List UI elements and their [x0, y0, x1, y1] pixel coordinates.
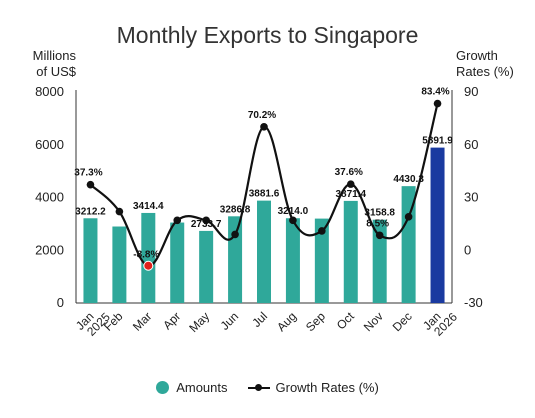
x-tick-text: Dec — [390, 309, 415, 334]
legend-item-amounts[interactable]: Amounts — [156, 380, 228, 395]
bar-value-label: 3414.4 — [133, 201, 164, 212]
growth-point — [231, 230, 239, 239]
x-tick-text: Mar — [130, 309, 155, 334]
growth-point — [375, 231, 384, 240]
x-tick-text: Jun — [218, 309, 242, 333]
x-tick-label: Jan2026 — [420, 301, 460, 341]
legend-item-growth[interactable]: Growth Rates (%) — [247, 380, 379, 395]
x-tick-text: Apr — [160, 309, 183, 332]
legend-swatch-growth — [247, 381, 270, 394]
right-tick-label: 60 — [464, 137, 478, 152]
bar — [285, 218, 300, 303]
bar — [257, 200, 271, 303]
x-tick-text: Jan2026 — [420, 301, 460, 341]
bar — [112, 226, 127, 303]
x-tick-label: Dec — [390, 309, 415, 334]
legend: Amounts Growth Rates (%) — [0, 380, 535, 395]
bar — [372, 219, 387, 303]
bar-value-label: 3286.8 — [220, 204, 251, 215]
legend-label-growth: Growth Rates (%) — [275, 380, 379, 395]
x-tick-label: Mar — [130, 309, 155, 334]
x-tick-label: Apr — [160, 309, 183, 332]
growth-value-label: -8.8% — [133, 250, 159, 261]
legend-swatch-amounts — [156, 381, 170, 394]
growth-point — [86, 180, 95, 189]
chart-title: Monthly Exports to Singapore — [116, 22, 419, 48]
growth-point — [202, 216, 210, 225]
growth-point — [289, 216, 297, 225]
growth-point — [346, 180, 355, 188]
bar — [141, 212, 156, 303]
left-tick-label: 6000 — [35, 137, 64, 152]
bar — [314, 218, 329, 303]
left-tick-label: 4000 — [35, 190, 64, 205]
x-tick-label: Jun — [218, 309, 242, 333]
x-tick-label: Oct — [334, 309, 358, 333]
right-axis-title: Growth Rates (%) — [456, 48, 514, 79]
x-tick-label: Nov — [361, 309, 386, 334]
left-tick-label: 2000 — [35, 242, 64, 257]
growth-point — [173, 216, 182, 225]
bar — [170, 222, 185, 303]
x-tick-text: Oct — [334, 309, 358, 333]
x-tick-text: May — [186, 309, 212, 335]
right-tick-label: 30 — [464, 190, 478, 205]
bar-value-label: 3871.4 — [335, 189, 366, 200]
bar-value-label: 3881.6 — [249, 189, 280, 200]
x-tick-text: Sep — [303, 309, 328, 334]
bar — [83, 218, 98, 303]
bar — [199, 230, 214, 303]
right-tick-label: -30 — [464, 295, 483, 310]
x-tick-text: Jul — [249, 309, 270, 330]
bar-value-label: 3214.0 — [278, 206, 309, 217]
growth-value-label: 70.2% — [248, 110, 276, 121]
growth-point — [433, 99, 442, 108]
bar-value-label: 2733.7 — [191, 219, 222, 230]
x-tick-text: Nov — [361, 309, 386, 334]
x-tick-label: May — [186, 309, 212, 335]
growth-value-label: 8.5% — [366, 218, 389, 229]
x-tick-label: Sep — [303, 309, 328, 334]
legend-label-amounts: Amounts — [176, 380, 228, 395]
growth-point — [404, 213, 413, 221]
bar-value-label: 4430.3 — [393, 174, 424, 185]
bar-value-label: 5891.9 — [422, 136, 453, 147]
right-tick-label: 90 — [464, 84, 478, 99]
left-tick-label: 0 — [57, 295, 64, 310]
left-axis-title: Millions of US$ — [32, 48, 76, 79]
bar-value-label: 3158.8 — [364, 208, 395, 219]
growth-point — [318, 227, 326, 235]
x-tick-label: Aug — [274, 309, 299, 334]
x-tick-text: Aug — [274, 309, 299, 334]
bar — [228, 216, 243, 303]
x-tick-label: Jul — [249, 309, 270, 330]
growth-point — [115, 207, 124, 216]
growth-value-label: 37.3% — [74, 168, 102, 179]
left-tick-label: 8000 — [35, 84, 64, 99]
bar-value-label: 3212.2 — [75, 206, 106, 217]
right-tick-label: 0 — [464, 242, 471, 257]
growth-value-label: 37.6% — [335, 167, 363, 178]
bar — [343, 200, 358, 303]
bar — [430, 147, 445, 303]
growth-value-label: 83.4% — [421, 87, 449, 98]
growth-point — [260, 123, 268, 131]
growth-point — [143, 260, 154, 271]
